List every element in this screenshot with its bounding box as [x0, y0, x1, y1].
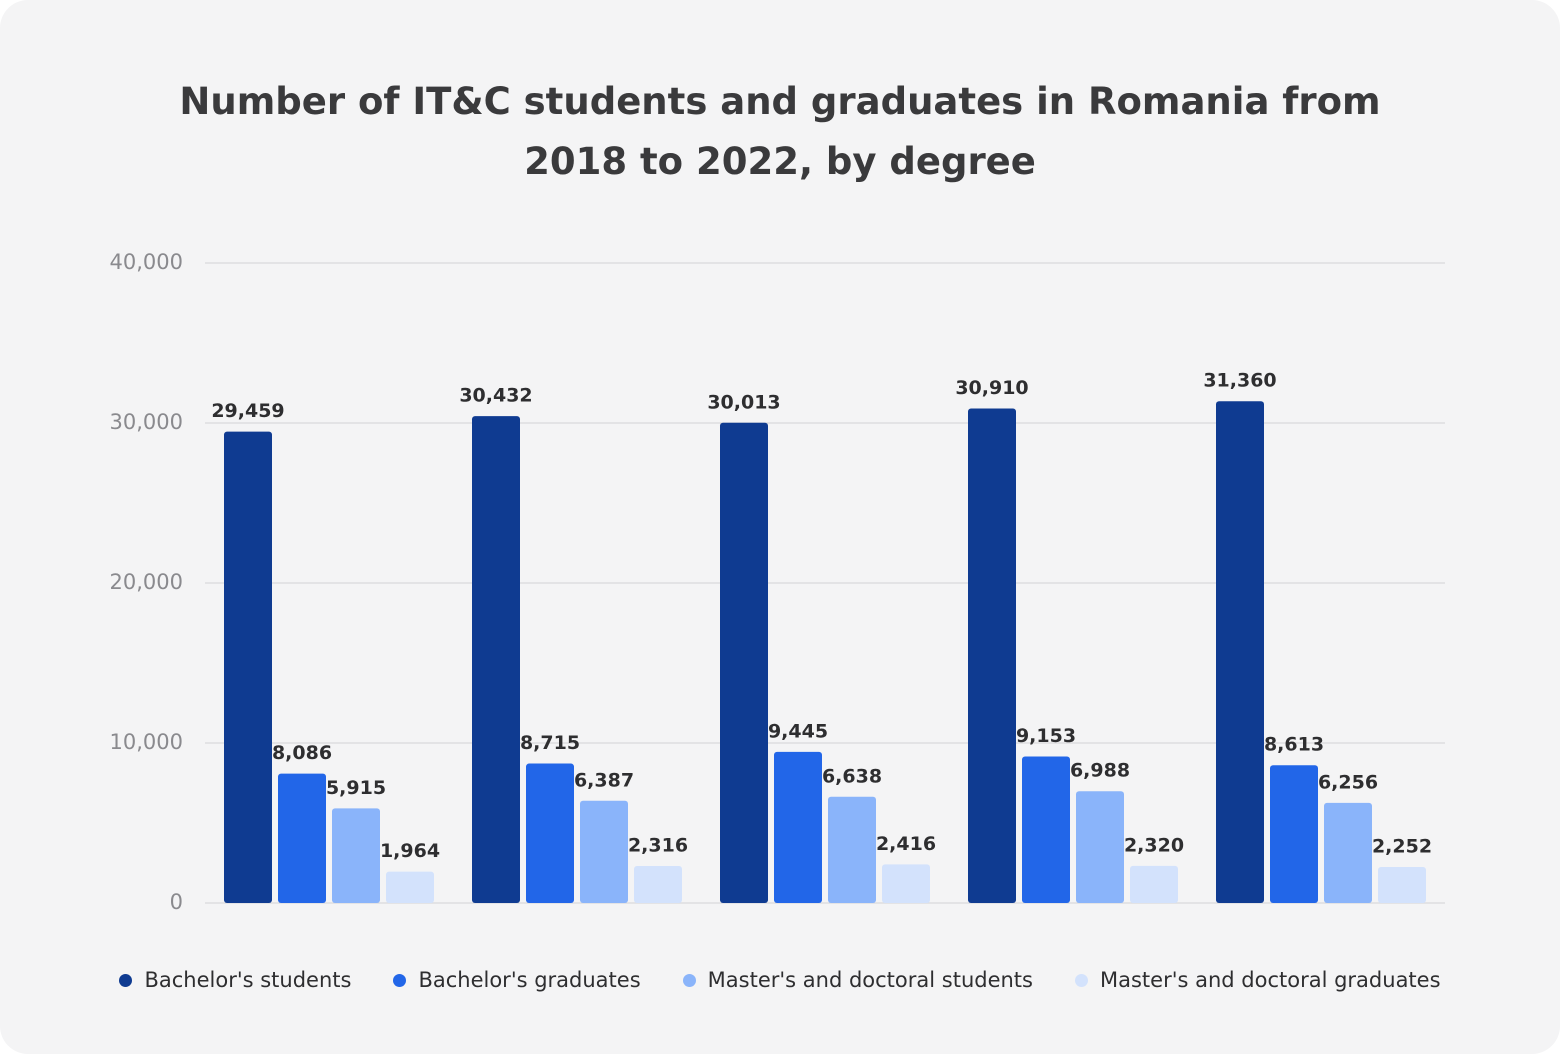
bar [774, 751, 822, 903]
value-label: 6,638 [822, 765, 882, 787]
value-label: 2,416 [876, 833, 936, 855]
value-label: 1,964 [380, 840, 440, 862]
value-label: 29,459 [211, 400, 284, 422]
value-label: 31,360 [1203, 370, 1276, 392]
value-label: 30,013 [707, 391, 780, 413]
value-label: 8,715 [520, 732, 580, 754]
value-label: 6,988 [1070, 760, 1130, 782]
bar [1216, 401, 1264, 903]
value-label: 9,445 [768, 720, 828, 742]
bar [1022, 756, 1070, 903]
legend-marker [119, 973, 133, 987]
value-label: 2,252 [1372, 835, 1432, 857]
legend-item: Master's and doctoral graduates [1074, 968, 1441, 992]
legend-item: Master's and doctoral students [682, 968, 1033, 992]
bar [1270, 765, 1318, 903]
legend-item: Bachelor's students [119, 968, 351, 992]
value-label: 6,256 [1318, 771, 1378, 793]
value-label: 8,086 [272, 742, 332, 764]
bar [1130, 865, 1178, 903]
value-label: 9,153 [1016, 725, 1076, 747]
bar [634, 865, 682, 903]
bar [1324, 802, 1372, 903]
legend-marker [682, 973, 696, 987]
bar [1378, 866, 1426, 903]
y-tick-label: 10,000 [110, 730, 183, 754]
value-label: 5,915 [326, 777, 386, 799]
value-label: 30,432 [459, 385, 532, 407]
legend-label: Bachelor's students [144, 968, 352, 992]
y-tick-label: 40,000 [110, 250, 183, 274]
bar [968, 408, 1016, 903]
y-tick-label: 20,000 [110, 570, 183, 594]
value-label: 8,613 [1264, 734, 1324, 756]
legend-label: Bachelor's graduates [418, 968, 641, 992]
legend-label: Master's and doctoral graduates [1099, 968, 1441, 992]
y-tick-label: 0 [170, 890, 183, 914]
bar [882, 864, 930, 903]
legend-marker [393, 973, 407, 987]
legend-item: Bachelor's graduates [393, 968, 641, 992]
value-label: 2,316 [628, 834, 688, 856]
bar [526, 763, 574, 903]
legend: Bachelor's students Bachelor's graduates M… [0, 968, 1560, 992]
legend-marker [1074, 973, 1088, 987]
bar [332, 808, 380, 903]
value-label: 6,387 [574, 769, 634, 791]
chart-title: Number of IT&C students and graduates in… [179, 80, 1381, 183]
bar [386, 871, 434, 903]
bar [1076, 791, 1124, 903]
legend-label: Master's and doctoral students [707, 968, 1033, 992]
value-label: 2,320 [1124, 834, 1184, 856]
bar [472, 416, 520, 903]
bar [828, 796, 876, 903]
bar [224, 431, 272, 903]
bar [720, 422, 768, 903]
bar [580, 800, 628, 903]
value-label: 30,910 [955, 377, 1028, 399]
y-tick-label: 30,000 [110, 410, 183, 434]
bar [278, 773, 326, 903]
